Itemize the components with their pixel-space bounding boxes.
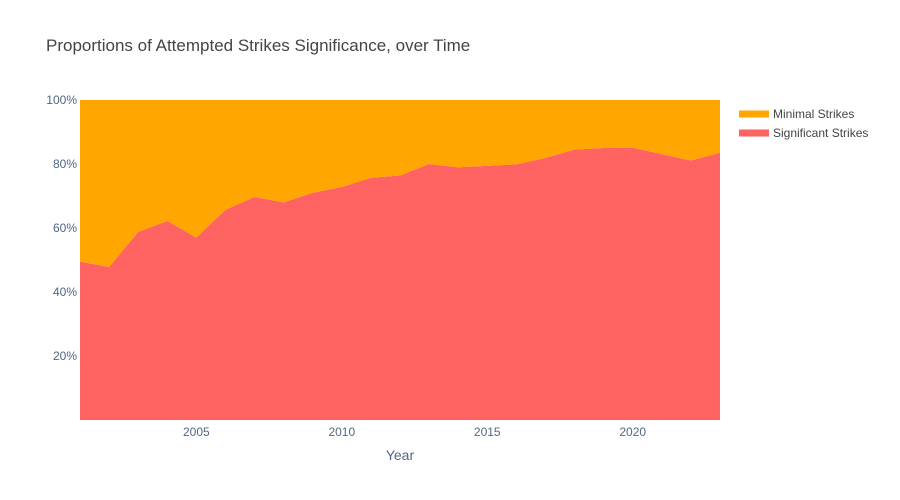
- x-axis-title: Year: [386, 447, 415, 463]
- y-tick-label: 20%: [53, 349, 77, 363]
- chart-title: Proportions of Attempted Strikes Signifi…: [46, 36, 470, 55]
- x-tick-label: 2010: [328, 425, 355, 439]
- y-tick-label: 40%: [53, 285, 77, 299]
- y-axis-ticks: 20% 40% 60% 80% 100%: [46, 93, 77, 363]
- y-tick-label: 60%: [53, 221, 77, 235]
- legend-label-minimal-strikes: Minimal Strikes: [773, 107, 854, 121]
- plot-area: [80, 100, 720, 420]
- x-tick-label: 2005: [183, 425, 210, 439]
- y-tick-label: 100%: [46, 93, 77, 107]
- y-tick-label: 80%: [53, 157, 77, 171]
- x-axis-ticks: 2005 2010 2015 2020: [183, 425, 646, 439]
- legend: Minimal Strikes Significant Strikes: [739, 107, 868, 140]
- area-minimal-strikes: [80, 100, 720, 268]
- x-tick-label: 2020: [619, 425, 646, 439]
- x-tick-label: 2015: [474, 425, 501, 439]
- area-significant-strikes: [80, 147, 720, 420]
- legend-label-significant-strikes: Significant Strikes: [773, 126, 868, 140]
